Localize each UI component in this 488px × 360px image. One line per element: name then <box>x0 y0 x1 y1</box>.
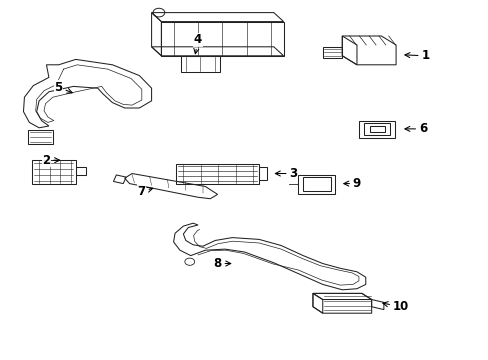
Text: 8: 8 <box>213 257 230 270</box>
Text: 5: 5 <box>55 81 72 94</box>
Text: 10: 10 <box>382 300 408 313</box>
Text: 3: 3 <box>275 167 297 180</box>
Text: 4: 4 <box>193 33 202 54</box>
Text: 6: 6 <box>404 122 426 135</box>
Text: 2: 2 <box>42 154 60 167</box>
Text: 9: 9 <box>343 177 360 190</box>
Text: 1: 1 <box>404 49 428 62</box>
Text: 7: 7 <box>138 185 152 198</box>
